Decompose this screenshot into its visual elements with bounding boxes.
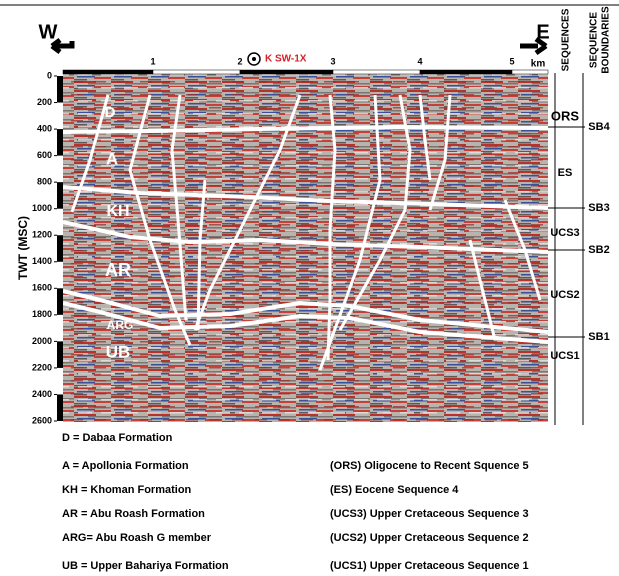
faults <box>70 94 542 371</box>
time-bar <box>57 129 63 156</box>
east-arrow <box>520 36 548 56</box>
east-label: E <box>536 21 549 43</box>
formation-label: AR <box>105 260 131 280</box>
formation-label: A <box>106 149 118 168</box>
time-bar <box>57 182 63 209</box>
y-tick-label: 200 <box>37 97 52 107</box>
legend-formation: A = Apollonia Formation <box>62 460 189 472</box>
distance-tick-label: 1 <box>150 56 155 66</box>
formation-label: D <box>105 104 116 121</box>
formation-label: UB <box>106 342 131 361</box>
time-bar <box>57 76 63 103</box>
y-tick-label: 2200 <box>32 362 52 372</box>
well-label: K SW-1X <box>265 54 307 65</box>
formation-label: KH <box>106 203 129 220</box>
west-arrow <box>50 38 75 54</box>
distance-tick-label: 2 <box>237 56 242 66</box>
scale-segment <box>419 69 513 75</box>
time-bar <box>57 341 63 368</box>
boundaries-title: BOUNDARIES <box>601 6 612 74</box>
legend-sequence: (UCS3) Upper Cretaceous Sequence 3 <box>330 508 529 520</box>
y-tick-label: 1600 <box>32 283 52 293</box>
sequence-label: UCS2 <box>550 289 579 301</box>
y-tick-label: 2600 <box>32 415 52 425</box>
legend-formation: ARG= Abu Roash G member <box>62 532 212 544</box>
time-bar <box>57 394 63 421</box>
distance-tick-label: 5 <box>509 56 514 66</box>
y-tick-label: 1000 <box>32 203 52 213</box>
sequence-label: ORS <box>551 108 580 123</box>
y-tick-label: 1200 <box>32 230 52 240</box>
legend-formation: UB = Upper Bahariya Formation <box>62 560 229 572</box>
legend-sequence: (ES) Eocene Sequence 4 <box>330 484 459 496</box>
boundaries-title: SEQUENCE <box>589 12 600 68</box>
time-bar <box>57 235 63 262</box>
y-tick-label: 1400 <box>32 256 52 266</box>
west-label: W <box>39 21 58 43</box>
legend-formation: AR = Abu Roash Formation <box>62 508 205 520</box>
legend-sequence: (UCS1) Upper Cretaceous Sequence 1 <box>330 560 529 572</box>
scale-segment <box>62 69 154 75</box>
horizons <box>62 125 549 344</box>
time-bar <box>57 288 63 315</box>
sequences-title: SEQUENCES <box>561 8 572 71</box>
y-tick-label: 2000 <box>32 336 52 346</box>
scale-segment <box>239 69 334 75</box>
legend-formation: D = Dabaa Formation <box>62 432 173 444</box>
y-tick-label: 800 <box>37 177 52 187</box>
distance-tick-label: 3 <box>330 56 335 66</box>
sequence-label: UCS3 <box>550 227 579 239</box>
scale-segment <box>511 69 549 75</box>
y-tick-label: 0 <box>47 70 52 80</box>
boundary-label: SB4 <box>588 121 610 133</box>
distance-tick-label: 4 <box>417 56 422 66</box>
y-tick-label: 600 <box>37 150 52 160</box>
well-symbol-dot <box>252 57 256 61</box>
legend-sequence: (UCS2) Upper Cretaceous Sequence 2 <box>330 532 529 544</box>
scale-segment <box>152 69 241 75</box>
well-symbol <box>247 52 261 66</box>
formation-label: ARG <box>107 318 134 332</box>
y-tick-label: 1800 <box>32 309 52 319</box>
legend-sequence: (ORS) Oligocene to Recent Squence 5 <box>330 460 529 472</box>
scale-segment <box>332 69 421 75</box>
boundary-label: SB3 <box>588 202 609 214</box>
legend-formation: KH = Khoman Formation <box>62 484 192 496</box>
boundary-label: SB2 <box>588 244 609 256</box>
boundary-label: SB1 <box>588 331 609 343</box>
y-tick-label: 2400 <box>32 389 52 399</box>
distance-unit: km <box>531 59 546 70</box>
sequence-label: UCS1 <box>550 350 579 362</box>
axis-title: TWT (MSC) <box>16 216 30 280</box>
sequence-label: ES <box>558 167 573 179</box>
y-tick-label: 400 <box>37 123 52 133</box>
